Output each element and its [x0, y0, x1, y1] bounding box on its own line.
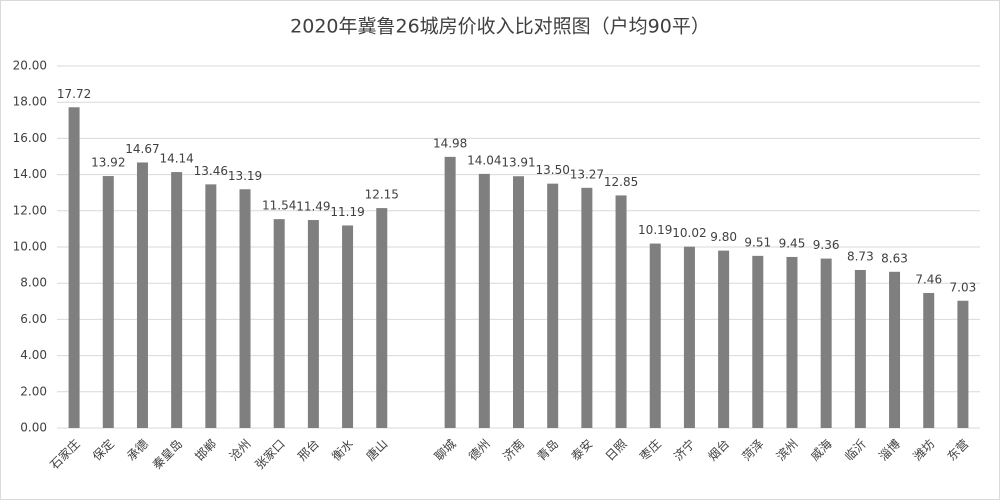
- bar: [307, 220, 319, 428]
- y-tick-label: 2.00: [20, 384, 47, 398]
- value-label: 7.46: [915, 272, 942, 286]
- bar: [239, 189, 251, 428]
- bar: [478, 173, 490, 428]
- bar: [786, 256, 798, 428]
- bar: [957, 300, 969, 428]
- value-label: 10.02: [672, 226, 706, 240]
- chart-title: 2020年冀鲁26城房价收入比对照图（户均90平）: [290, 16, 710, 38]
- value-label: 13.91: [501, 156, 535, 170]
- value-label: 17.72: [57, 87, 91, 101]
- value-label: 14.67: [125, 142, 159, 156]
- bar: [171, 172, 183, 428]
- bar: [376, 208, 388, 428]
- y-tick-label: 18.00: [13, 95, 47, 109]
- y-tick-label: 10.00: [13, 240, 47, 254]
- bar: [136, 162, 148, 428]
- value-label: 12.85: [604, 175, 638, 189]
- value-label: 11.19: [330, 205, 364, 219]
- bar: [581, 187, 593, 428]
- y-tick-label: 12.00: [13, 203, 47, 217]
- value-label: 8.73: [847, 249, 874, 263]
- value-label: 14.04: [467, 153, 501, 167]
- bar: [342, 225, 354, 428]
- bar: [205, 184, 217, 428]
- value-label: 7.03: [950, 280, 977, 294]
- bar: [820, 258, 832, 428]
- y-tick-label: 0.00: [20, 421, 47, 435]
- bar: [923, 292, 935, 428]
- y-tick-label: 14.00: [13, 167, 47, 181]
- value-label: 9.51: [744, 235, 771, 249]
- value-label: 10.19: [638, 223, 672, 237]
- y-tick-label: 20.00: [13, 59, 47, 73]
- bar: [683, 246, 695, 428]
- bar: [615, 195, 627, 428]
- value-label: 13.27: [570, 167, 604, 181]
- value-label: 8.63: [881, 251, 908, 265]
- bar: [68, 107, 80, 428]
- value-label: 9.80: [710, 230, 737, 244]
- bar: [889, 271, 901, 428]
- bar: [649, 243, 661, 428]
- value-label: 13.19: [228, 169, 262, 183]
- bar: [752, 255, 764, 428]
- value-label: 11.49: [296, 200, 330, 214]
- value-label: 14.14: [159, 152, 193, 166]
- value-label: 13.92: [91, 156, 125, 170]
- y-tick-label: 16.00: [13, 131, 47, 145]
- bar: [513, 176, 524, 428]
- bar: [547, 183, 559, 428]
- bar: [102, 176, 114, 428]
- value-label: 13.50: [536, 163, 570, 177]
- y-tick-label: 4.00: [20, 348, 47, 362]
- value-label: 14.98: [433, 136, 467, 150]
- value-label: 12.15: [365, 188, 399, 202]
- bar: [444, 156, 456, 428]
- y-tick-label: 8.00: [20, 276, 47, 290]
- value-label: 9.45: [779, 236, 806, 250]
- bar: [718, 250, 730, 428]
- value-label: 11.54: [262, 199, 296, 213]
- y-tick-label: 6.00: [20, 312, 47, 326]
- value-label: 9.36: [813, 238, 840, 252]
- bar: [273, 219, 285, 428]
- bar: [854, 269, 866, 428]
- value-label: 13.46: [194, 164, 228, 178]
